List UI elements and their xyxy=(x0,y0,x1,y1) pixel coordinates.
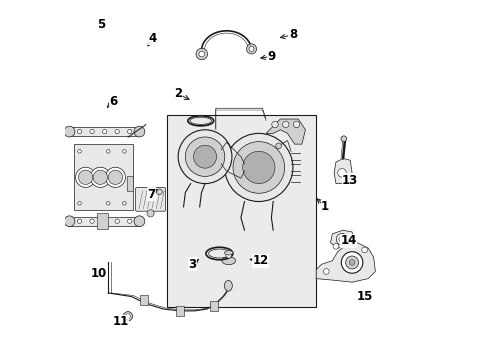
Circle shape xyxy=(123,312,132,321)
Circle shape xyxy=(196,48,207,60)
Circle shape xyxy=(122,202,126,205)
Text: 4: 4 xyxy=(149,32,157,45)
Circle shape xyxy=(341,252,362,273)
Bar xyxy=(69,127,139,136)
Text: 15: 15 xyxy=(356,290,372,303)
Circle shape xyxy=(76,167,96,187)
Circle shape xyxy=(102,130,106,134)
Text: 7: 7 xyxy=(147,188,155,201)
Circle shape xyxy=(336,233,347,245)
Circle shape xyxy=(225,252,231,258)
Ellipse shape xyxy=(224,280,232,291)
Text: 11: 11 xyxy=(112,315,129,328)
Circle shape xyxy=(90,167,110,187)
Circle shape xyxy=(340,136,346,141)
Bar xyxy=(167,116,316,307)
Circle shape xyxy=(338,236,345,242)
Text: 13: 13 xyxy=(342,174,358,186)
Bar xyxy=(74,144,133,211)
Circle shape xyxy=(233,141,284,193)
Circle shape xyxy=(106,202,110,205)
Circle shape xyxy=(108,170,122,184)
Circle shape xyxy=(337,168,346,177)
Circle shape xyxy=(64,216,75,226)
Circle shape xyxy=(178,130,231,184)
Circle shape xyxy=(134,216,144,226)
Circle shape xyxy=(105,167,125,187)
Circle shape xyxy=(78,149,81,153)
Circle shape xyxy=(361,247,367,253)
Text: 14: 14 xyxy=(340,234,356,247)
Ellipse shape xyxy=(224,251,233,255)
Circle shape xyxy=(90,130,94,134)
Circle shape xyxy=(199,51,204,57)
Circle shape xyxy=(246,44,256,54)
Circle shape xyxy=(293,121,299,128)
Text: 10: 10 xyxy=(91,267,107,280)
Circle shape xyxy=(115,130,119,134)
Circle shape xyxy=(193,145,216,168)
Circle shape xyxy=(77,219,81,224)
Circle shape xyxy=(156,189,162,195)
Circle shape xyxy=(275,143,281,149)
Bar xyxy=(69,217,139,226)
Circle shape xyxy=(77,130,81,134)
Bar xyxy=(175,306,184,316)
FancyBboxPatch shape xyxy=(135,188,165,211)
Polygon shape xyxy=(265,119,305,144)
Bar xyxy=(140,295,148,305)
Ellipse shape xyxy=(222,257,235,265)
Circle shape xyxy=(323,269,328,274)
Circle shape xyxy=(282,121,288,128)
Text: 5: 5 xyxy=(97,18,105,31)
Circle shape xyxy=(78,170,93,184)
Circle shape xyxy=(147,210,154,217)
Circle shape xyxy=(78,202,81,205)
Circle shape xyxy=(127,130,132,134)
Circle shape xyxy=(122,149,126,153)
Text: 3: 3 xyxy=(188,258,196,271)
Circle shape xyxy=(332,243,338,249)
Circle shape xyxy=(64,126,75,137)
Circle shape xyxy=(224,134,292,202)
Circle shape xyxy=(348,260,354,265)
Text: 1: 1 xyxy=(321,201,328,213)
Text: 8: 8 xyxy=(288,28,296,41)
Circle shape xyxy=(134,126,144,137)
Circle shape xyxy=(106,149,110,153)
Bar xyxy=(126,176,133,190)
Text: 6: 6 xyxy=(109,95,118,108)
Polygon shape xyxy=(316,243,375,282)
Circle shape xyxy=(102,219,106,224)
Circle shape xyxy=(345,256,358,269)
Circle shape xyxy=(115,219,119,224)
Circle shape xyxy=(125,314,130,319)
Text: 9: 9 xyxy=(267,50,275,63)
Bar xyxy=(97,213,108,229)
Circle shape xyxy=(90,219,94,224)
Circle shape xyxy=(242,151,274,184)
Circle shape xyxy=(185,137,224,176)
Circle shape xyxy=(271,121,278,128)
Circle shape xyxy=(93,170,107,184)
Polygon shape xyxy=(330,230,353,248)
Circle shape xyxy=(127,219,132,224)
Text: 2: 2 xyxy=(174,87,182,100)
Bar xyxy=(209,301,218,311)
Circle shape xyxy=(248,46,254,51)
Text: 12: 12 xyxy=(252,254,268,267)
Polygon shape xyxy=(333,158,351,184)
